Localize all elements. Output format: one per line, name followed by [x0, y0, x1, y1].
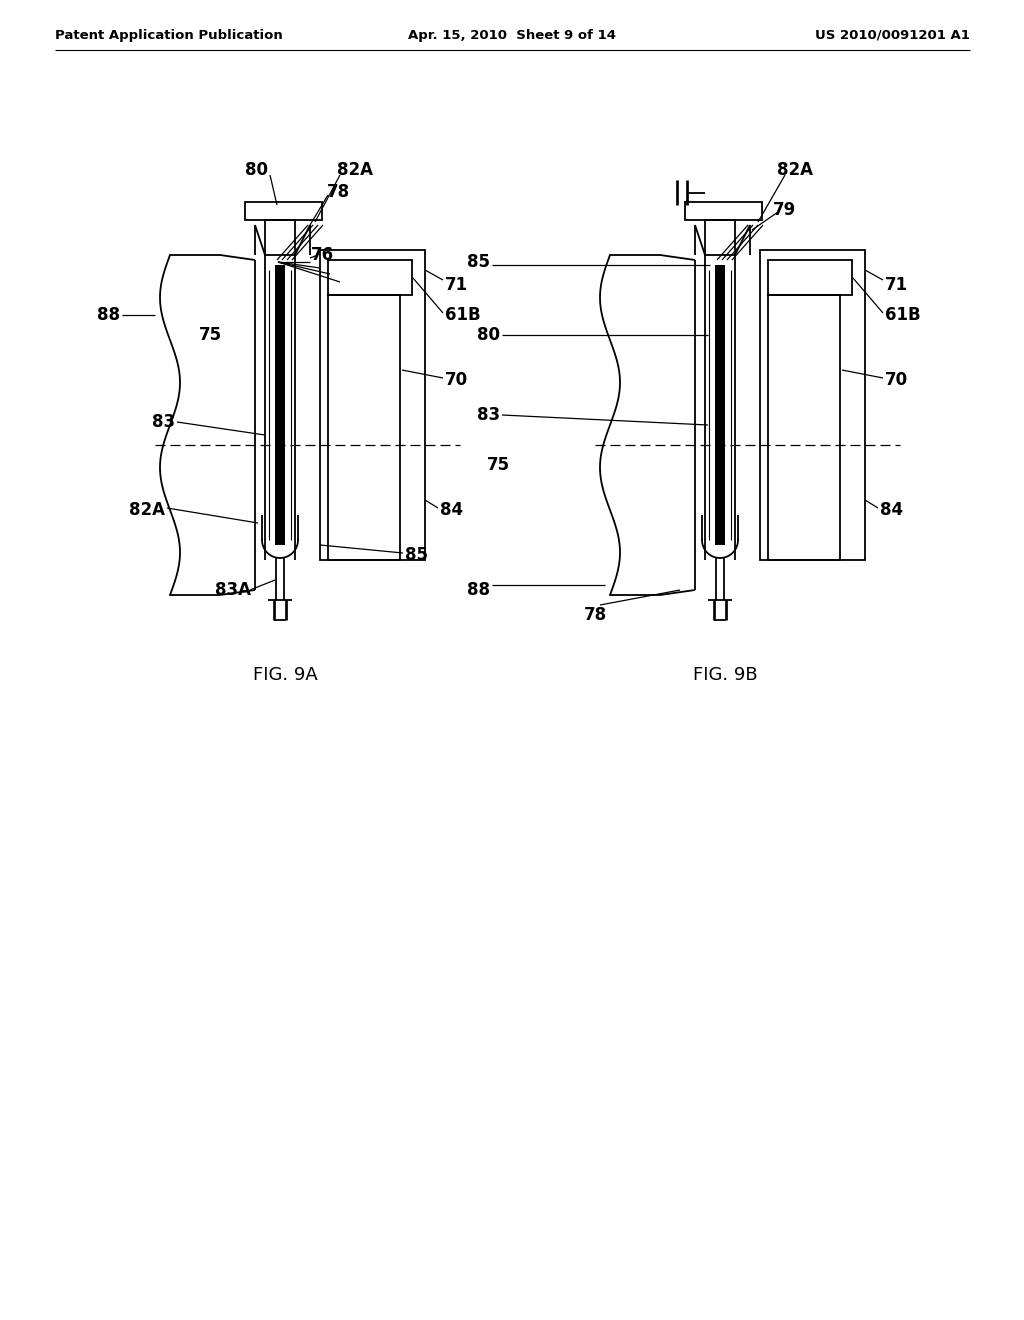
Text: US 2010/0091201 A1: US 2010/0091201 A1 [815, 29, 970, 41]
Text: 61B: 61B [445, 306, 480, 323]
Text: 71: 71 [445, 276, 468, 294]
Text: 84: 84 [880, 502, 903, 519]
Bar [328, 294, 400, 560]
Text: Apr. 15, 2010  Sheet 9 of 14: Apr. 15, 2010 Sheet 9 of 14 [408, 29, 616, 41]
Text: 83: 83 [477, 407, 500, 424]
Text: 85: 85 [467, 253, 490, 271]
Text: 88: 88 [467, 581, 490, 599]
Bar [685, 202, 762, 220]
Text: 82A: 82A [337, 161, 373, 180]
Bar [319, 249, 425, 560]
Bar [275, 265, 285, 545]
Text: FIG. 9A: FIG. 9A [253, 667, 317, 684]
Text: 80: 80 [246, 161, 268, 180]
Text: Patent Application Publication: Patent Application Publication [55, 29, 283, 41]
Text: 71: 71 [885, 276, 908, 294]
Text: 80: 80 [477, 326, 500, 345]
Bar [328, 260, 412, 294]
Bar [768, 294, 840, 560]
Text: 61B: 61B [885, 306, 921, 323]
Text: 82A: 82A [129, 502, 165, 519]
Text: 79: 79 [773, 201, 797, 219]
Text: 70: 70 [445, 371, 468, 389]
Bar [768, 260, 852, 294]
Text: 88: 88 [97, 306, 120, 323]
Bar [245, 202, 322, 220]
Text: 83A: 83A [215, 581, 251, 599]
Text: 75: 75 [486, 455, 510, 474]
Text: 78: 78 [584, 606, 606, 624]
Text: 85: 85 [406, 546, 428, 564]
Bar [715, 265, 725, 545]
Text: 82A: 82A [777, 161, 813, 180]
Bar [265, 220, 295, 255]
Text: 75: 75 [199, 326, 221, 345]
Text: 76: 76 [310, 246, 334, 264]
Text: 83: 83 [152, 413, 175, 432]
Bar [760, 249, 865, 560]
Text: FIG. 9B: FIG. 9B [692, 667, 758, 684]
Text: 78: 78 [327, 183, 349, 201]
Bar [705, 220, 735, 255]
Text: 70: 70 [885, 371, 908, 389]
Text: 84: 84 [440, 502, 463, 519]
